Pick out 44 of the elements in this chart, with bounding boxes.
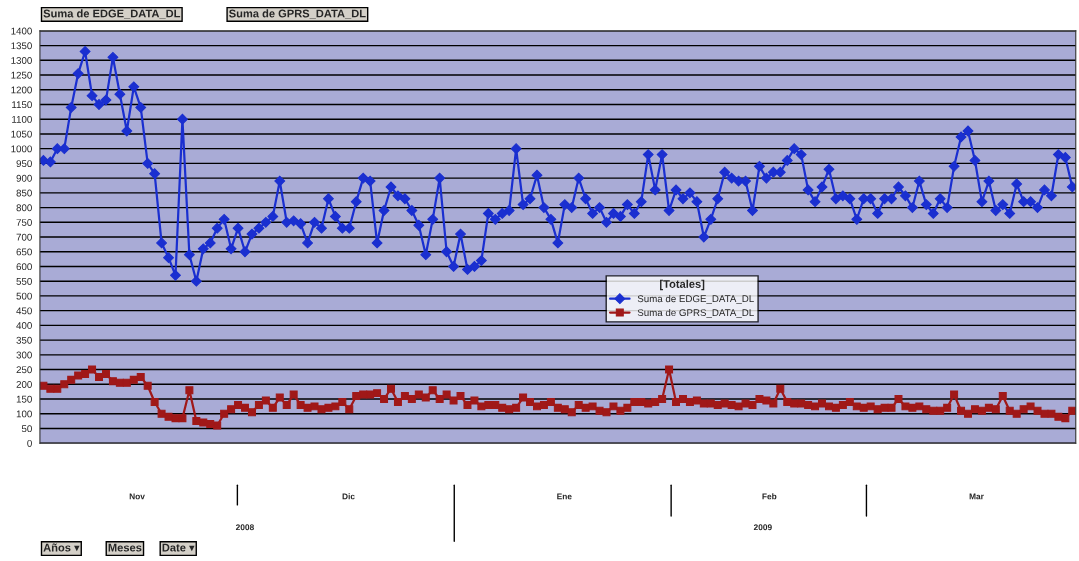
y-tick-label: 1000 <box>11 145 32 153</box>
y-tick-label: 250 <box>16 366 32 374</box>
y-tick-label: 800 <box>16 204 32 212</box>
text: Ene <box>557 493 572 500</box>
y-tick-label: 950 <box>16 160 32 168</box>
text: Feb <box>762 493 777 500</box>
y-tick-label: 1150 <box>12 101 32 109</box>
y-tick-label: 1400 <box>11 27 32 35</box>
y-tick-label: 1050 <box>11 130 32 138</box>
text: Dic <box>342 493 355 500</box>
y-tick-label: 500 <box>16 292 32 300</box>
y-tick-label: 750 <box>16 219 32 226</box>
y-tick-label: 350 <box>16 336 32 344</box>
text: Suma de EDGE_DATA_DL <box>43 9 181 19</box>
y-tick-label: 50 <box>21 425 32 433</box>
y-tick-label: 700 <box>16 233 32 241</box>
text: 2009 <box>753 524 772 531</box>
y-tick-label: 0 <box>27 439 32 447</box>
text: Meses <box>108 543 142 552</box>
legend-title: [Totales] <box>660 279 705 291</box>
y-tick-label: 900 <box>16 174 32 182</box>
y-tick-label: 100 <box>16 410 32 418</box>
y-tick-label: 1100 <box>12 115 32 123</box>
text: Date ▾ <box>162 543 195 552</box>
y-tick-label: 1200 <box>11 86 32 94</box>
text: 2008 <box>235 524 254 531</box>
y-tick-label: 400 <box>16 322 32 329</box>
y-tick-label: 650 <box>16 248 32 256</box>
text: Nov <box>129 493 145 500</box>
y-tick-label: 450 <box>16 307 32 315</box>
text: Años ▾ <box>43 543 80 552</box>
legend-label: Suma de GPRS_DATA_DL <box>637 308 754 318</box>
y-tick-label: 600 <box>16 263 32 271</box>
text: Mar <box>969 493 984 500</box>
y-tick-label: 300 <box>16 351 32 359</box>
y-tick-label: 550 <box>16 277 32 285</box>
text: Suma de GPRS_DATA_DL <box>229 9 366 19</box>
y-tick-label: 1350 <box>11 42 32 50</box>
y-tick-label: 1250 <box>11 71 32 79</box>
legend-label: Suma de EDGE_DATA_DL <box>637 294 754 304</box>
y-tick-label: 200 <box>16 381 32 388</box>
y-tick-label: 1300 <box>11 57 32 64</box>
y-tick-label: 150 <box>16 395 32 403</box>
y-tick-label: 850 <box>16 189 32 197</box>
